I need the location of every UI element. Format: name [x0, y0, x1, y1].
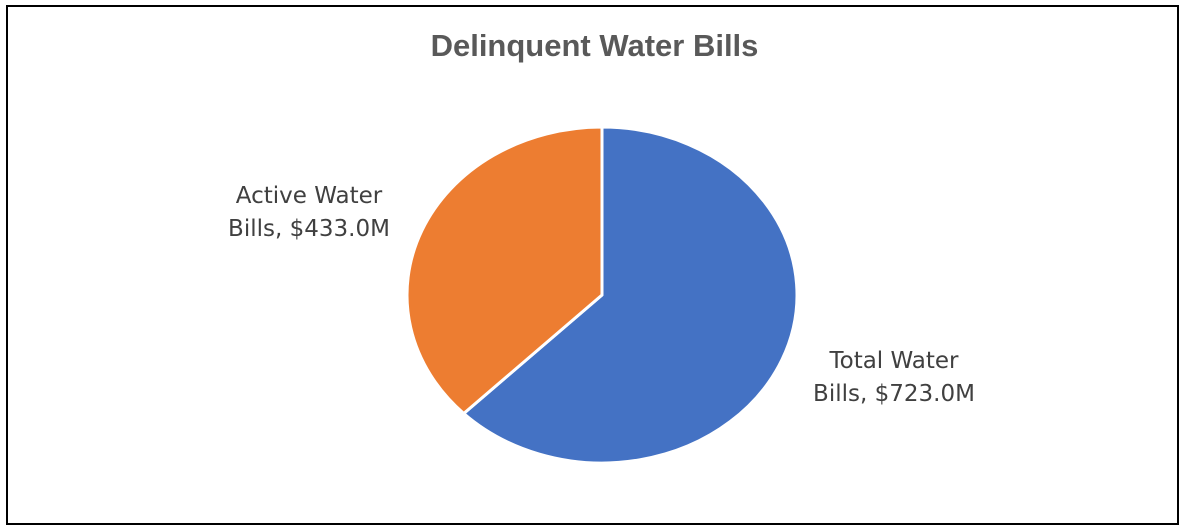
pie-slice-total-water-bills — [462, 125, 799, 465]
data-label-total-water-bills: Total Water Bills, $723.0M — [796, 345, 992, 411]
data-label-line-2: Bills, $433.0M — [228, 216, 390, 242]
data-label-line-1: Active Water — [235, 183, 383, 209]
chart-title: Delinquent Water Bills — [430, 28, 759, 63]
pie-slice-active-water-bills — [405, 125, 604, 415]
data-label-line-2: Bills, $723.0M — [813, 381, 975, 407]
data-label-line-1: Total Water — [829, 348, 959, 374]
data-label-active-water-bills: Active Water Bills, $433.0M — [214, 180, 404, 246]
